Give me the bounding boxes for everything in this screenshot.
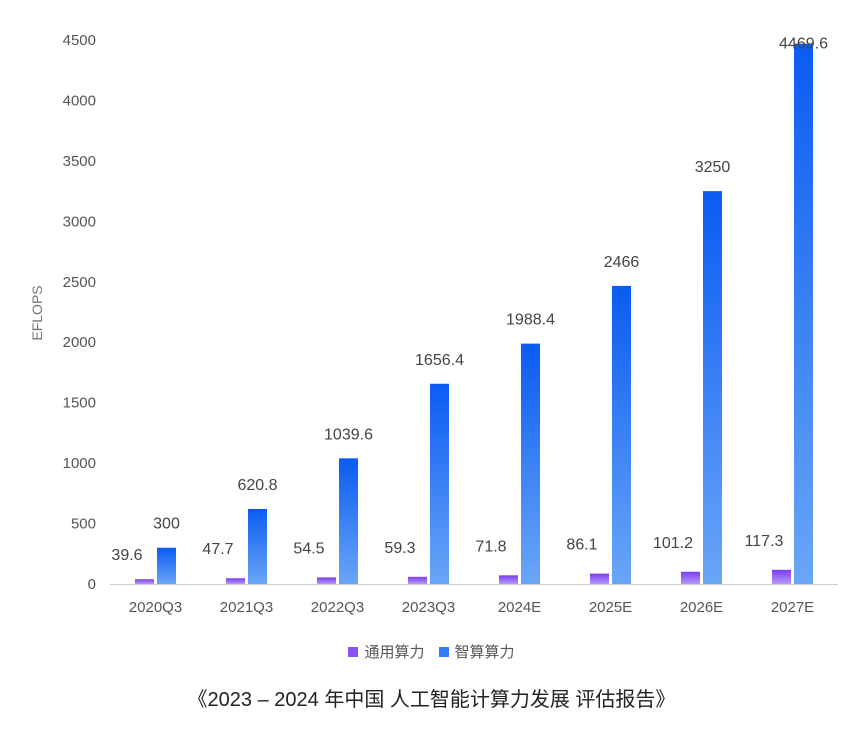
data-label-general-compute: 39.6 [111,547,142,564]
legend-item-ai-compute: 智算算力 [438,641,515,662]
bar-ai-compute [703,191,722,584]
y-tick-label: 3500 [63,153,96,170]
bar-ai-compute [339,458,358,584]
y-tick-label: 2500 [63,274,96,291]
bar-ai-compute [794,43,813,584]
x-tick-label: 2021Q3 [220,599,273,616]
data-label-general-compute: 54.5 [293,540,324,557]
data-label-general-compute: 71.8 [475,538,506,555]
y-tick-label: 1500 [63,395,96,412]
figure-caption: 《2023 – 2024 年中国 人工智能计算力发展 评估报告》 [187,689,676,711]
bar-ai-compute [612,285,631,584]
y-tick-label: 1000 [63,455,96,472]
bar-ai-compute [430,383,449,584]
data-label-ai-compute: 1656.4 [415,352,464,369]
data-label-ai-compute: 620.8 [237,477,277,494]
x-tick-label: 2027E [771,599,814,616]
legend-swatch-ai-compute [438,646,449,657]
y-tick-label: 500 [71,516,96,533]
bar-chart: EFLOPS 0 500 1000 1500 2000 2500 3000 3500 4000 4… [29,32,838,616]
legend-item-general-compute: 通用算力 [348,641,425,662]
y-tick-label: 3000 [63,213,96,230]
x-tick-label: 2022Q3 [311,599,364,616]
bar-general-compute [772,569,791,584]
bar-ai-compute [157,547,176,584]
bar-general-compute [408,576,427,584]
bar-general-compute [317,577,336,584]
data-label-general-compute: 59.3 [384,540,415,557]
y-tick-label: 4500 [63,32,96,49]
data-label-ai-compute: 2466 [604,254,640,271]
y-axis-ticks: 0 500 1000 1500 2000 2500 3000 3500 4000 4500 [63,32,96,593]
bar-general-compute [590,573,609,584]
y-tick-label: 0 [88,576,96,593]
data-label-ai-compute: 1039.6 [324,426,373,443]
data-label-general-compute: 47.7 [202,541,233,558]
y-tick-label: 2000 [63,334,96,351]
data-labels: 39.6 300 47.7 620.8 54.5 1039.6 59.3 1656.4 71.8… [111,36,828,564]
x-tick-label: 2024E [498,599,541,616]
bar-general-compute [499,575,518,584]
bar-ai-compute [248,508,267,584]
y-axis-label: EFLOPS [29,285,45,340]
bars [135,43,813,584]
data-label-ai-compute: 1988.4 [506,312,555,329]
x-tick-label: 2023Q3 [402,599,455,616]
data-label-general-compute: 101.2 [653,535,693,552]
data-label-ai-compute: 4469.6 [779,36,828,53]
legend-swatch-general-compute [348,646,359,657]
bar-general-compute [226,578,245,584]
bar-ai-compute [521,343,540,584]
data-label-general-compute: 117.3 [745,533,784,550]
bar-general-compute [681,571,700,584]
legend-label-general-compute: 通用算力 [364,644,425,661]
data-label-general-compute: 86.1 [566,537,597,554]
x-tick-label: 2020Q3 [129,599,182,616]
y-tick-label: 4000 [63,92,96,109]
x-tick-label: 2025E [589,599,632,616]
data-label-ai-compute: 3250 [695,159,731,176]
x-tick-label: 2026E [680,599,723,616]
bar-general-compute [135,579,154,584]
legend: 通用算力 智算算力 [0,641,863,662]
legend-label-ai-compute: 智算算力 [454,644,515,661]
x-axis-ticks: 2020Q3 2021Q3 2022Q3 2023Q3 2024E 2025E 2026E 2… [129,599,814,616]
data-label-ai-compute: 300 [153,516,180,533]
